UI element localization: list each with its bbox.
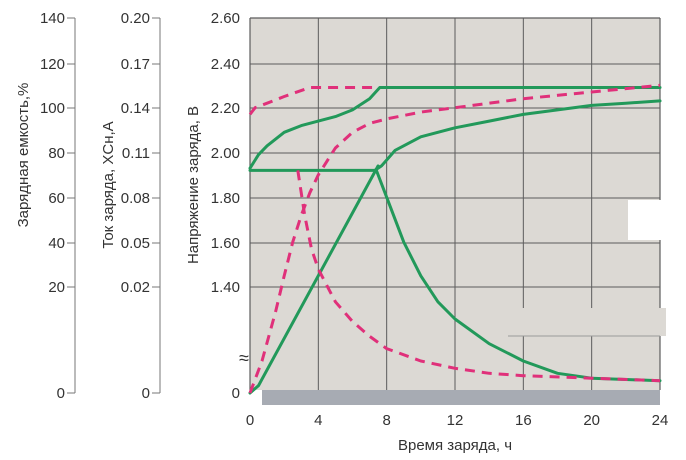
series-line-green bbox=[374, 168, 662, 383]
y-tick-label: 0.17 bbox=[121, 56, 150, 73]
grid bbox=[250, 18, 660, 390]
current-axis-title: Ток заряда, XCн,A bbox=[100, 121, 117, 248]
axis-lines bbox=[67, 17, 161, 394]
y-tick-label: 2.60 bbox=[211, 10, 240, 27]
axis-break-mark: ≈ bbox=[239, 348, 249, 368]
y-tick-label: 0.02 bbox=[121, 279, 150, 296]
legend-patch-gap bbox=[628, 200, 668, 240]
series-line-green bbox=[248, 99, 662, 172]
y-tick-label: 0 bbox=[142, 385, 150, 402]
x-tick-label: 20 bbox=[583, 412, 600, 429]
y-tick-label: 2.40 bbox=[211, 56, 240, 73]
x-axis-title: Время заряда, ч bbox=[398, 437, 512, 454]
y-tick-label: 100 bbox=[40, 100, 65, 117]
y-tick-label: 0.08 bbox=[121, 190, 150, 207]
x-tick-label: 8 bbox=[382, 412, 390, 429]
legend-patch-gap bbox=[506, 308, 666, 336]
y-tick-label: 40 bbox=[48, 235, 65, 252]
series-group bbox=[248, 83, 662, 395]
y-tick-label: 1.80 bbox=[211, 190, 240, 207]
y-tick-label: 1.40 bbox=[211, 279, 240, 296]
series-line-green bbox=[248, 164, 380, 395]
series-line-pink-dashed bbox=[296, 170, 661, 383]
y-tick-label: 80 bbox=[48, 145, 65, 162]
x-tick-label: 12 bbox=[447, 412, 464, 429]
y-tick-label: 0 bbox=[57, 385, 65, 402]
x-tick-label: 0 bbox=[246, 412, 254, 429]
x-tick-label: 24 bbox=[652, 412, 669, 429]
series-line-green bbox=[248, 86, 662, 170]
y-tick-label: 60 bbox=[48, 190, 65, 207]
tick-labels: 1401201008060402000.200.170.140.110.080.… bbox=[40, 10, 668, 429]
x-tick-label: 4 bbox=[314, 412, 322, 429]
baseline-band bbox=[262, 390, 660, 405]
y-tick-label: 2.00 bbox=[211, 145, 240, 162]
y-tick-label: 2.20 bbox=[211, 100, 240, 117]
x-tick-label: 16 bbox=[515, 412, 532, 429]
y-tick-label: 140 bbox=[40, 10, 65, 27]
y-tick-label: 0.20 bbox=[121, 10, 150, 27]
capacity-axis-title: Зарядная емкость,% bbox=[15, 83, 32, 228]
y-tick-label: 20 bbox=[48, 279, 65, 296]
y-tick-label: 0.11 bbox=[122, 145, 150, 162]
y-tick-label: 1.60 bbox=[211, 235, 240, 252]
voltage-axis-title: Напряжение заряда, В bbox=[185, 106, 202, 264]
y-tick-label: 0 bbox=[232, 385, 240, 402]
y-tick-label: 120 bbox=[40, 56, 65, 73]
series-line-pink-dashed bbox=[248, 86, 379, 116]
series-line-pink-dashed bbox=[248, 83, 661, 394]
y-tick-label: 0.14 bbox=[121, 100, 150, 117]
y-tick-label: 0.05 bbox=[121, 235, 150, 252]
